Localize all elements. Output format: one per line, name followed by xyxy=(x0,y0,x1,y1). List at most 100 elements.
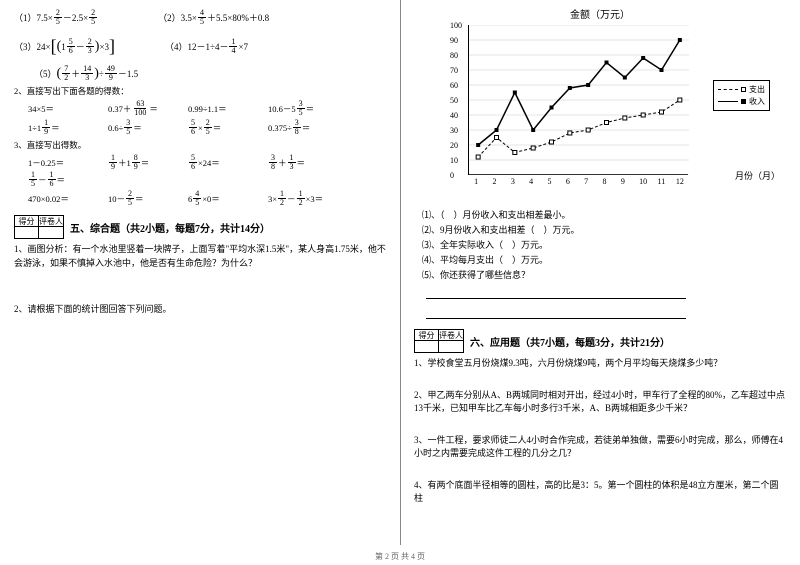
f2-a: 3.5× xyxy=(181,13,197,23)
f2-b: ＋5.5×80%＋0.8 xyxy=(207,11,269,24)
frac: 25 xyxy=(89,9,97,26)
f2-label: （2） xyxy=(158,11,181,24)
frac: 23 xyxy=(86,38,94,55)
q6-2: 2、甲乙两车分别从A、B两城同时相对开出，经过4小时，甲车行了全程的80%，乙车… xyxy=(414,389,786,416)
section-6-title: 六、应用题（共7小题，每题3分，共计21分） xyxy=(470,334,670,349)
frac: 25 xyxy=(54,9,62,26)
formula-5: （5） ( 72 ＋ 143 ) ÷ 499 －1.5 xyxy=(34,65,138,82)
section-5-header: 得分 评卷人 五、综合题（共2小题，每题7分，共计14分） xyxy=(14,215,386,239)
bracket-close: ] xyxy=(109,39,115,53)
f1-label: （1）7.5× xyxy=(14,11,53,24)
q3-row1: 1－0.25＝ 19＋189＝ 56×24＝ 38＋13＝ 15－16＝ xyxy=(28,154,386,188)
q3-item: 470×0.02＝ xyxy=(28,190,108,207)
page-footer: 第 2 页 共 4 页 xyxy=(0,551,800,562)
f4-label: （4）12－1÷4－ xyxy=(165,40,228,53)
frac: 56 xyxy=(67,38,75,55)
plot-area xyxy=(468,25,688,175)
f1-mid: －2.5× xyxy=(63,11,88,24)
q6-3: 3、一件工程，要求师徒二人4小时合作完成，若徒弟单独做，需要6小时完成，那么，师… xyxy=(414,434,786,461)
score-cell: 评卷人 xyxy=(39,216,63,238)
formula-row-2: （3） 24× [ ( 1 56 － 23 ) ×3 ] （4）12－1÷4－ … xyxy=(14,38,386,55)
frac: 72 xyxy=(62,65,70,82)
left-column: （1）7.5× 25 －2.5× 25 （2） 3.5× 45 ＋5.5×80%… xyxy=(0,0,400,565)
right-column: 金额（万元） 0102030405060708090100 1234567891… xyxy=(400,0,800,565)
q2-item: 10.6－535＝ xyxy=(268,100,348,117)
f4-tail: ×7 xyxy=(238,42,248,52)
score-box: 得分 评卷人 xyxy=(414,329,464,353)
frac: 143 xyxy=(81,65,93,82)
q6-1: 1、学校食堂五月份烧煤9.3吨，六月份烧煤9吨，两个月平均每天烧煤多少吨？ xyxy=(414,357,786,371)
expense-line xyxy=(478,100,680,157)
q5-1: 1、画图分析：有一个水池里竖着一块牌子，上面写着"平均水深1.5米"，某人身高1… xyxy=(14,243,386,270)
q3-title: 3、直接写出得数。 xyxy=(14,139,386,151)
q3-item: 3×12－12×3＝ xyxy=(268,190,348,207)
f5-tail: －1.5 xyxy=(118,67,138,80)
formula-1: （1）7.5× 25 －2.5× 25 xyxy=(14,9,98,26)
q2-item: 0.6÷35＝ xyxy=(108,119,188,136)
plus: ＋ xyxy=(71,67,80,80)
f3-a: 24× xyxy=(37,42,51,52)
chart-svg xyxy=(469,25,689,175)
chart-q5: ⑸、你还获得了哪些信息？ xyxy=(422,268,786,281)
answer-line-2 xyxy=(426,301,786,321)
chart-questions: ⑴、（ ）月份收入和支出相差最小。 ⑵、9月份收入和支出相差（ ）万元。 ⑶、全… xyxy=(414,208,786,321)
q2-row1: 34×5＝ 0.37＋63100＝ 0.99÷1.1＝ 10.6－535＝ xyxy=(28,100,386,117)
div: ÷ xyxy=(99,69,104,79)
section-5-title: 五、综合题（共2小题，每题7分，共计14分） xyxy=(70,220,270,235)
spacer xyxy=(414,420,786,430)
income-line xyxy=(478,40,680,145)
q2-title: 2、直接写出下面各题的得数： xyxy=(14,85,386,97)
score-cell: 评卷人 xyxy=(439,330,463,352)
frac: 499 xyxy=(105,65,117,82)
chart-q4: ⑷、平均每月支出（ ）万元。 xyxy=(422,253,786,266)
q6-4: 4、有两个底面半径相等的圆柱，高的比是3：5。第一个圆柱的体积是48立方厘米，第… xyxy=(414,479,786,506)
q2-item: 34×5＝ xyxy=(28,100,108,117)
formula-row-1: （1）7.5× 25 －2.5× 25 （2） 3.5× 45 ＋5.5×80%… xyxy=(14,9,386,26)
q2-row2: 1÷119＝ 0.6÷35＝ 56×25＝ 0.375÷38＝ xyxy=(28,119,386,136)
marker-square xyxy=(741,87,746,92)
q2-item: 56×25＝ xyxy=(188,119,268,136)
dash-icon xyxy=(718,89,738,90)
q3-item: 15－16＝ xyxy=(28,171,88,188)
x-axis-title: 月份（月） xyxy=(735,169,780,182)
frac: 14 xyxy=(229,38,237,55)
q2-item: 0.375÷38＝ xyxy=(268,119,348,136)
formula-row-3: （5） ( 72 ＋ 143 ) ÷ 499 －1.5 xyxy=(14,65,386,82)
section-6-header: 得分 评卷人 六、应用题（共7小题，每题3分，共计21分） xyxy=(414,329,786,353)
one: 1 xyxy=(61,42,66,52)
gridlines xyxy=(469,25,689,175)
q3-item: 645×0＝ xyxy=(188,190,268,207)
marker-square xyxy=(741,99,746,104)
q3-item: 56×24＝ xyxy=(188,154,268,171)
spacer xyxy=(14,274,386,299)
legend-expense: 支出 xyxy=(718,84,765,95)
q2-item: 1÷119＝ xyxy=(28,119,108,136)
chart-y-title: 金额（万元） xyxy=(414,6,786,21)
score-cell: 得分 xyxy=(415,330,439,352)
f5-label: （5） xyxy=(34,67,57,80)
chart-legend: 支出 收入 xyxy=(713,80,770,111)
paren-open: ( xyxy=(57,66,62,82)
formula-3: （3） 24× [ ( 1 56 － 23 ) ×3 ] xyxy=(14,38,115,55)
q3-item: 1－0.25＝ xyxy=(28,154,108,171)
f3-label: （3） xyxy=(14,40,37,53)
income-markers xyxy=(476,38,682,147)
minus: － xyxy=(76,40,85,53)
answer-line-1 xyxy=(426,281,786,301)
q3-row2: 470×0.02＝ 10－25＝ 645×0＝ 3×12－12×3＝ xyxy=(28,190,386,207)
formula-4: （4）12－1÷4－ 14 ×7 xyxy=(165,38,248,55)
spacer xyxy=(414,375,786,385)
chart-q3: ⑶、全年实际收入（ ）万元。 xyxy=(422,238,786,251)
solid-icon xyxy=(718,101,738,102)
chart-q1: ⑴、（ ）月份收入和支出相差最小。 xyxy=(422,208,786,221)
q3-item: 10－25＝ xyxy=(108,190,188,207)
chart-q2: ⑵、9月份收入和支出相差（ ）万元。 xyxy=(422,223,786,236)
frac: 45 xyxy=(198,9,206,26)
q2-item: 0.99÷1.1＝ xyxy=(188,100,268,117)
q3-item: 38＋13＝ xyxy=(268,154,348,171)
q5-2: 2、请根据下面的统计图回答下列问题。 xyxy=(14,303,386,317)
line-chart: 0102030405060708090100 123456789101112 支… xyxy=(430,25,770,200)
score-cell: 得分 xyxy=(15,216,39,238)
score-box: 得分 评卷人 xyxy=(14,215,64,239)
spacer xyxy=(414,465,786,475)
